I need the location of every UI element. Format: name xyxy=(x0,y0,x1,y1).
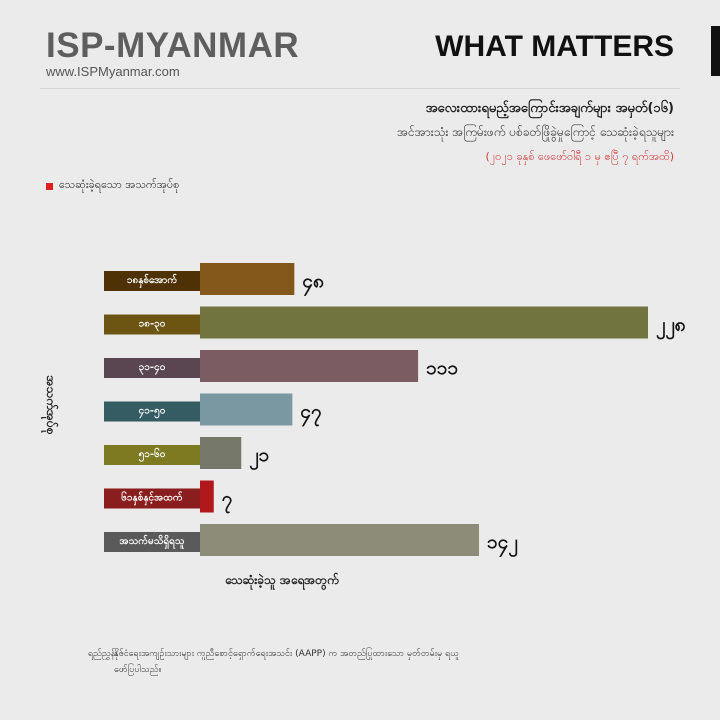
chart-subtitle: အင်အားသုံး အကြမ်းဖက် ပစ်ခတ်ဖြိုခွဲမှုကြေ… xyxy=(397,125,674,139)
value-label: ၇ xyxy=(222,488,233,515)
category-label: ၆၁နှစ်နှင့်အထက် xyxy=(121,491,182,506)
category-label-box xyxy=(104,445,200,465)
series-tag: WHAT MATTERS xyxy=(435,30,674,63)
value-label: ၄၇ xyxy=(300,401,322,428)
category-label-box xyxy=(104,401,200,422)
corner-accent-bar xyxy=(711,26,720,76)
bar xyxy=(200,350,419,382)
category-label: ၄၁-၅၀ xyxy=(139,406,166,420)
category-label-box xyxy=(104,488,200,509)
category-label-box xyxy=(104,271,200,291)
value-label: ၂၁ xyxy=(249,444,269,471)
category-label: ၁၈နှစ်အောက် xyxy=(127,273,177,288)
chart-title: အလေးထားရမည့်အကြောင်းအချက်များ အမှတ်(၁၆) xyxy=(425,101,674,116)
legend-swatch xyxy=(46,182,53,190)
category-label: ၁၈-၃၀ xyxy=(139,319,166,333)
bar xyxy=(200,263,295,295)
value-label: ၁၁၁ xyxy=(426,357,458,379)
bar xyxy=(200,393,293,426)
bar xyxy=(200,524,480,556)
category-label: အသက်မသိရှိရသူ xyxy=(119,534,184,550)
website-url: www.ISPMyanmar.com xyxy=(46,64,180,79)
y-axis-label: အသက်အုပ်စု xyxy=(44,375,58,435)
value-label: ၄၈ xyxy=(302,270,324,297)
bar xyxy=(200,437,242,469)
source-note: ရည်ညွှန်း - နိုင်ငံရေးအကျဉ်းသားများ ကူညီ… xyxy=(88,646,469,678)
value-label: ၁၄၂ xyxy=(487,531,518,558)
chart-period: (၂၀၂၁ ခုနှစ် ဖေဖော်ဝါရီ ၁ မှ ဧပြီ ၇ ရက်အ… xyxy=(485,150,674,163)
category-label-box xyxy=(104,532,200,552)
source-label: ရည်ညွှန်း - xyxy=(88,649,124,659)
brand-logo-text: ISP-MYANMAR xyxy=(46,26,300,65)
header-divider xyxy=(40,88,680,89)
x-axis-label: သေဆုံးခဲ့သူ အရေအတွက် xyxy=(225,573,339,587)
bar xyxy=(200,480,214,513)
legend: သေဆုံးခဲ့ရသော အသက်အုပ်စု xyxy=(46,178,179,194)
category-label: ၃၁-၄၀ xyxy=(139,362,166,376)
bar xyxy=(200,306,648,339)
legend-label: သေဆုံးခဲ့ရသော အသက်အုပ်စု xyxy=(59,178,180,191)
category-label-box xyxy=(104,314,200,335)
value-label: ၂၂၈ xyxy=(656,314,686,341)
category-label: ၅၁-၆၀ xyxy=(139,447,166,463)
source-text: နိုင်ငံရေးအကျဉ်းသားများ ကူညီစောင့်ရှောက်… xyxy=(114,649,459,675)
category-label-box xyxy=(104,358,200,378)
